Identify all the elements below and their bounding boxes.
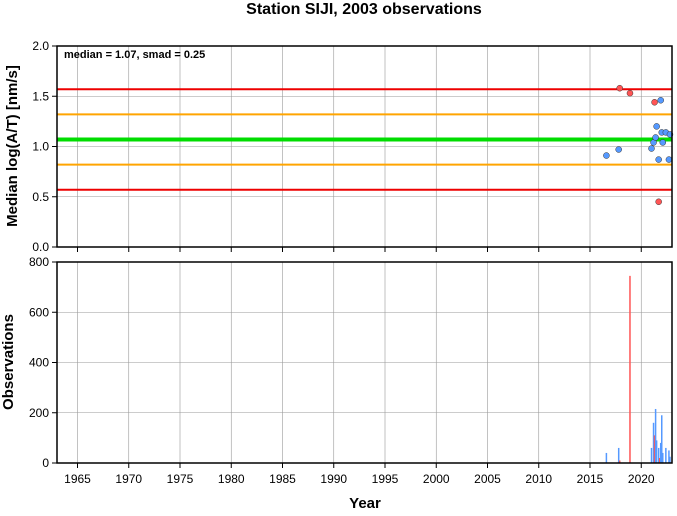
top-y-tick-label: 2.0 xyxy=(32,39,49,53)
x-tick-label: 1970 xyxy=(115,472,142,486)
top-y-tick-label: 0.5 xyxy=(32,190,49,204)
data-point xyxy=(603,152,610,159)
observation-bars xyxy=(605,275,671,463)
outlier-point xyxy=(651,99,658,106)
stats-annotation: median = 1.07, smad = 0.25 xyxy=(64,49,205,61)
x-tick-label: 2005 xyxy=(474,472,501,486)
data-point xyxy=(665,156,673,163)
top-y-axis-label: Median log(A/T) [nm/s] xyxy=(4,65,21,227)
x-tick-label: 1965 xyxy=(64,472,91,486)
top-y-tick-label: 0.0 xyxy=(32,240,49,254)
x-tick-label: 2000 xyxy=(423,472,450,486)
scatter-points xyxy=(603,84,674,206)
top-gridlines xyxy=(57,45,672,252)
x-tick-label: 1975 xyxy=(167,472,194,486)
outlier-point xyxy=(626,89,634,97)
outlier-point xyxy=(616,84,623,92)
reference-lines xyxy=(57,88,672,191)
bottom-y-tick-label: 0 xyxy=(42,456,49,470)
bottom-y-tick-label: 600 xyxy=(29,305,49,319)
x-tick-label: 2010 xyxy=(525,472,552,486)
x-tick-label: 2020 xyxy=(628,472,655,486)
bottom-y-tick-label: 200 xyxy=(29,406,49,420)
x-axis-ticks: 1965 1970 1975 1980 1985 1990 1995 2000 2005 2010… xyxy=(64,463,655,486)
x-tick-label: 1990 xyxy=(320,472,347,486)
bottom-y-axis-ticks: 0 200 400 600 800 xyxy=(29,255,57,470)
data-point xyxy=(652,134,659,141)
bottom-gridlines xyxy=(57,261,672,464)
x-tick-label: 1985 xyxy=(269,472,296,486)
data-point xyxy=(615,146,622,153)
x-tick-label: 1980 xyxy=(218,472,245,486)
top-y-tick-label: 1.5 xyxy=(32,89,49,103)
data-point xyxy=(655,156,662,163)
bottom-y-tick-label: 800 xyxy=(29,255,49,269)
chart-title: Station SIJI, 2003 observations xyxy=(246,1,482,18)
bottom-y-axis-label: Observations xyxy=(0,314,17,410)
top-y-tick-label: 1.0 xyxy=(32,140,49,154)
x-axis-label: Year xyxy=(349,495,381,511)
bottom-y-tick-label: 400 xyxy=(29,356,49,370)
top-y-axis-ticks: 0.0 0.5 1.0 1.5 2.0 xyxy=(32,39,57,254)
data-point xyxy=(659,139,667,146)
data-point xyxy=(657,97,664,104)
x-tick-label: 2015 xyxy=(577,472,604,486)
outlier-point xyxy=(655,198,662,206)
x-tick-label: 1995 xyxy=(372,472,399,486)
data-point xyxy=(648,145,655,152)
data-point xyxy=(653,123,660,130)
